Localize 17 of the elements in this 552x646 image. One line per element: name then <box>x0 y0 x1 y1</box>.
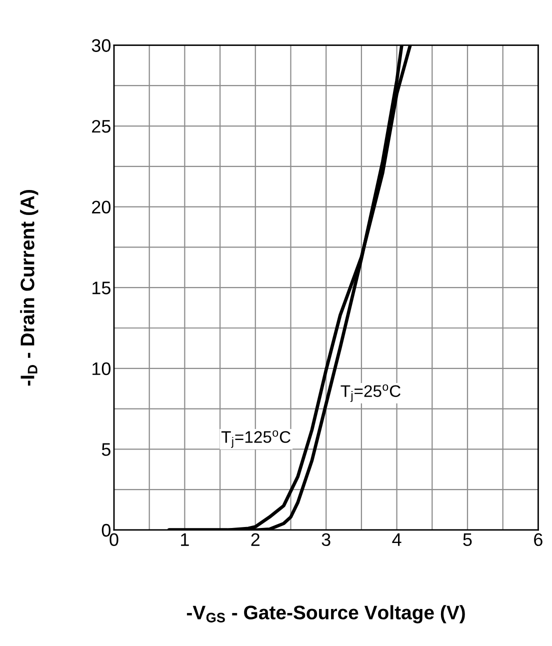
x-tick-label: 1 <box>181 533 189 546</box>
x-tick-label: 3 <box>322 533 330 546</box>
y-tick-label: 10 <box>92 362 111 376</box>
y-axis-title: -I$_{D}$ - Drain Current (A) <box>20 190 38 386</box>
y-tick-label: 30 <box>92 39 111 52</box>
x-tick-label: 2 <box>251 533 260 546</box>
x-axis-title: -V$_{GS}$ - Gate-Source Voltage (V) <box>186 605 465 624</box>
x-tick-label: 6 <box>534 533 542 546</box>
y-tick-label: 15 <box>92 282 110 294</box>
y-tick-label: 5 <box>102 443 110 456</box>
y-tick-label: 20 <box>92 200 111 214</box>
x-tick-label: 4 <box>392 533 402 546</box>
y-tick-label: 0 <box>102 524 111 537</box>
y-tick-label: 25 <box>92 120 110 133</box>
annotation: T$_{j}$=125$^{o}$C <box>221 430 290 448</box>
annotation: T$_{j}$=25$^{o}$C <box>340 384 400 402</box>
x-tick-label: 5 <box>463 533 472 546</box>
